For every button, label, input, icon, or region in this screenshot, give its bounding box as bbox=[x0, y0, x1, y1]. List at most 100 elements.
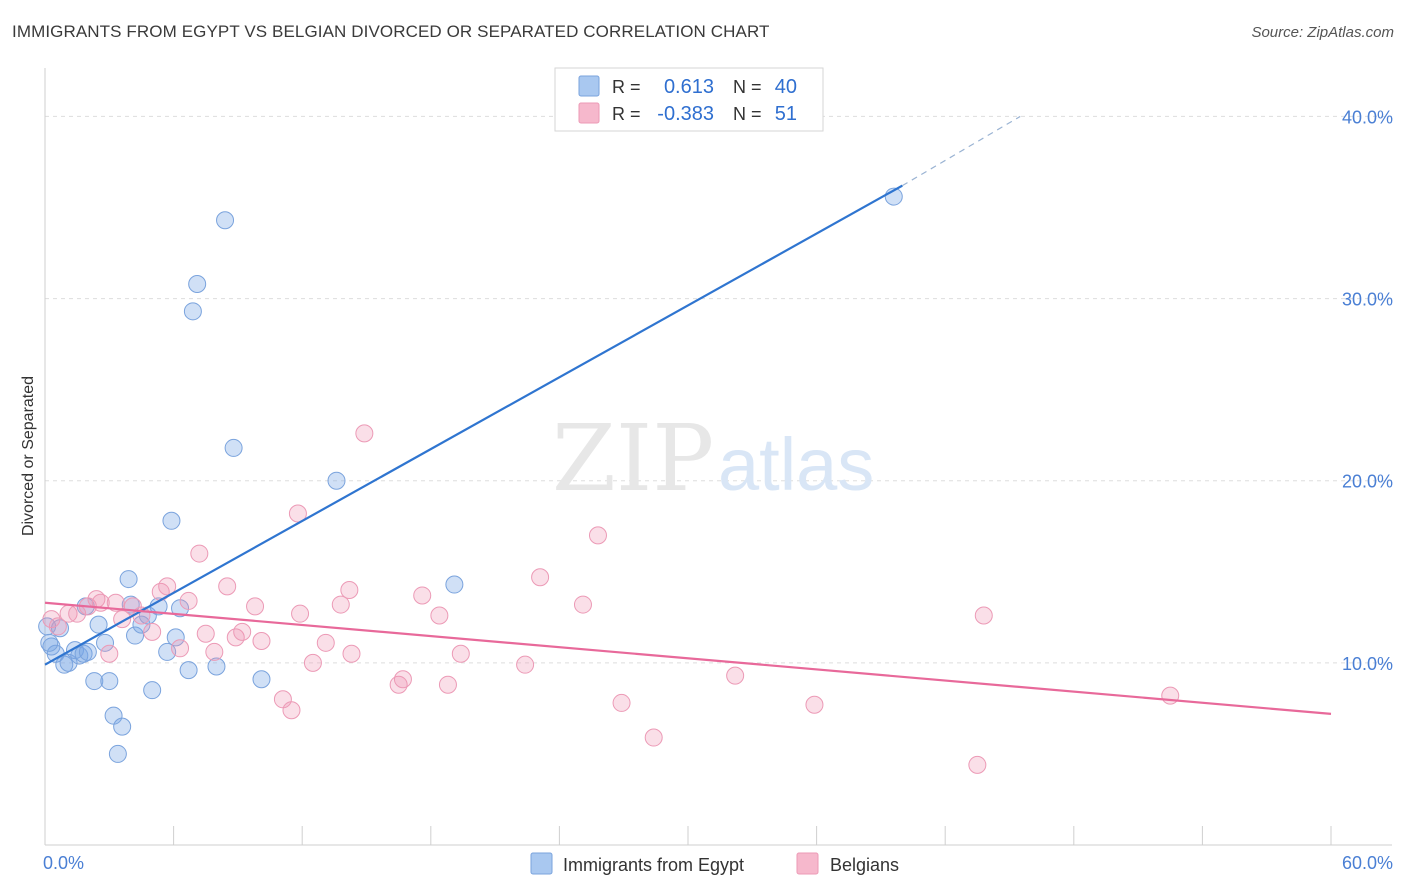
belgian-point-49 bbox=[968, 755, 987, 774]
egypt-point-12 bbox=[96, 633, 115, 652]
watermark-zip: ZIP bbox=[552, 405, 714, 512]
belgian-point-50 bbox=[974, 606, 993, 625]
belgian-point-31 bbox=[331, 595, 350, 614]
belgian-point-7 bbox=[100, 644, 119, 663]
belgian-point-16 bbox=[179, 591, 198, 610]
belgian-point-23 bbox=[246, 597, 265, 616]
y-tick-label-0: 10.0% bbox=[1342, 654, 1393, 674]
stats-r-label-belgian: R = bbox=[612, 104, 641, 124]
belgian-point-27 bbox=[288, 504, 307, 523]
belgian-point-19 bbox=[205, 642, 224, 661]
gridlines bbox=[45, 115, 1392, 664]
egypt-point-34 bbox=[327, 471, 346, 490]
belgian-point-44 bbox=[588, 526, 607, 545]
belgian-trendline bbox=[44, 601, 1332, 715]
belgian-point-28 bbox=[291, 604, 310, 623]
egypt-point-32 bbox=[224, 438, 243, 457]
egypt-point-18 bbox=[126, 626, 145, 645]
egypt-point-21 bbox=[143, 681, 162, 700]
x-tick-labels: 0.0% 60.0% bbox=[43, 853, 1393, 873]
belgian-point-45 bbox=[612, 693, 631, 712]
stats-r-value-belgian: -0.383 bbox=[657, 103, 714, 125]
belgian-point-15 bbox=[171, 639, 190, 658]
legend-swatch-egypt bbox=[530, 852, 553, 875]
y-axis-label: Divorced or Separated bbox=[20, 376, 37, 536]
egypt-trendline bbox=[44, 184, 903, 666]
egypt-point-16 bbox=[113, 717, 132, 736]
belgian-point-1 bbox=[48, 617, 67, 636]
stats-r-value-egypt: 0.613 bbox=[664, 76, 714, 98]
belgian-point-51 bbox=[1161, 686, 1180, 705]
belgian-point-8 bbox=[106, 593, 125, 612]
egypt-point-24 bbox=[162, 511, 181, 530]
legend-label-egypt: Immigrants from Egypt bbox=[563, 855, 744, 875]
belgian-point-42 bbox=[531, 568, 550, 587]
egypt-point-27 bbox=[179, 661, 198, 680]
belgian-point-14 bbox=[158, 577, 177, 596]
belgian-point-18 bbox=[196, 624, 215, 643]
watermark-atlas: atlas bbox=[718, 423, 874, 506]
chart-title: IMMIGRANTS FROM EGYPT VS BELGIAN DIVORCE… bbox=[12, 22, 770, 41]
y-tick-label-2: 30.0% bbox=[1342, 290, 1393, 310]
egypt-point-31 bbox=[216, 211, 235, 230]
egypt-point-19 bbox=[132, 615, 151, 634]
egypt-point-17 bbox=[119, 570, 138, 589]
belgian-point-33 bbox=[342, 644, 361, 663]
belgian-point-20 bbox=[218, 577, 237, 596]
stats-n-value-belgian: 51 bbox=[775, 103, 797, 125]
belgian-point-30 bbox=[316, 633, 335, 652]
egypt-point-15 bbox=[108, 744, 127, 763]
y-tick-label-1: 20.0% bbox=[1342, 472, 1393, 492]
belgian-point-29 bbox=[303, 653, 322, 672]
stats-n-label-belgian: N = bbox=[733, 104, 762, 124]
axes bbox=[44, 68, 1392, 846]
belgian-point-48 bbox=[805, 695, 824, 714]
belgian-point-43 bbox=[573, 595, 592, 614]
legend-label-belgian: Belgians bbox=[830, 855, 899, 875]
y-tick-labels: 10.0% 20.0% 30.0% 40.0% bbox=[1342, 107, 1393, 673]
belgian-point-26 bbox=[282, 701, 301, 720]
belgian-point-17 bbox=[190, 544, 209, 563]
belgian-point-22 bbox=[233, 622, 252, 641]
belgian-point-37 bbox=[413, 586, 432, 605]
belgian-point-38 bbox=[430, 606, 449, 625]
stats-legend: R = 0.613 N = 40 R = -0.383 N = 51 bbox=[554, 67, 824, 132]
x-tick-label-0: 0.0% bbox=[43, 853, 84, 873]
egypt-point-9 bbox=[78, 642, 97, 661]
source-label: Source: ZipAtlas.com bbox=[1251, 24, 1394, 41]
egypt-trendline-extension bbox=[902, 115, 1021, 187]
egypt-point-29 bbox=[188, 275, 207, 293]
bottom-legend: Immigrants from Egypt Belgians bbox=[530, 852, 899, 875]
belgian-point-40 bbox=[451, 644, 470, 663]
watermark: ZIP atlas bbox=[552, 405, 874, 512]
belgian-point-47 bbox=[726, 666, 745, 685]
legend-swatch-belgian bbox=[796, 852, 819, 875]
belgian-point-34 bbox=[355, 424, 374, 443]
egypt-point-33 bbox=[252, 670, 271, 689]
egypt-point-35 bbox=[445, 575, 464, 594]
x-ticks bbox=[44, 826, 1332, 845]
stats-swatch-egypt bbox=[578, 75, 600, 97]
stats-swatch-belgian bbox=[578, 102, 600, 124]
belgian-point-12 bbox=[143, 622, 162, 641]
egypt-point-11 bbox=[89, 615, 108, 634]
stats-r-label-egypt: R = bbox=[612, 77, 641, 97]
belgian-point-32 bbox=[340, 581, 359, 599]
egypt-point-28 bbox=[183, 302, 202, 321]
y-tick-label-3: 40.0% bbox=[1342, 107, 1393, 127]
belgian-point-36 bbox=[393, 670, 412, 689]
egypt-point-13 bbox=[100, 672, 119, 691]
trendlines bbox=[44, 115, 1332, 715]
belgian-point-41 bbox=[516, 655, 535, 674]
belgian-point-39 bbox=[438, 675, 457, 694]
stats-n-value-egypt: 40 bbox=[775, 76, 797, 98]
series-belgian-points bbox=[42, 424, 1180, 774]
x-tick-label-1: 60.0% bbox=[1342, 853, 1393, 873]
egypt-point-30 bbox=[207, 657, 226, 676]
egypt-point-37 bbox=[40, 633, 59, 652]
egypt-point-10 bbox=[85, 672, 104, 691]
stats-legend-frame bbox=[554, 67, 824, 132]
belgian-point-0 bbox=[42, 610, 61, 629]
belgian-point-46 bbox=[644, 728, 663, 747]
